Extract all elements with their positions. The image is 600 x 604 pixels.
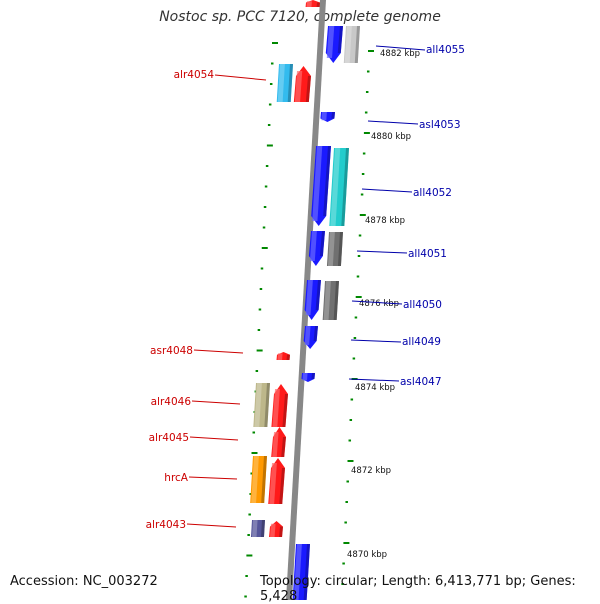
gene-label[interactable]: alr4054	[174, 69, 215, 81]
gene-label[interactable]: asl4053	[419, 119, 461, 131]
gene-label[interactable]: alr4046	[151, 396, 192, 408]
gene-next-reverse[interactable]	[292, 544, 310, 600]
accession-text: Accession: NC_003272	[10, 574, 158, 589]
gene-hrcA-homolog[interactable]	[250, 456, 267, 503]
gene-all4049[interactable]	[303, 326, 318, 349]
gene-label[interactable]: alr4043	[146, 519, 186, 531]
gene-label[interactable]: asl4047	[400, 376, 442, 388]
gene-all4051[interactable]	[308, 231, 325, 266]
gene-asl4047[interactable]	[301, 373, 315, 382]
gene-glyphs[interactable]	[250, 0, 360, 600]
gene-label[interactable]: all4050	[403, 299, 442, 311]
gene-alr4054[interactable]	[293, 66, 311, 102]
gene-all4052[interactable]	[311, 146, 331, 226]
kbp-label: 4878 kbp	[365, 216, 405, 226]
gene-all4051-homolog[interactable]	[326, 232, 343, 266]
gene-all4050-homolog[interactable]	[322, 281, 339, 320]
gene-alr4043[interactable]	[269, 521, 283, 537]
gene-top-partial[interactable]	[305, 0, 320, 8]
gene-label[interactable]: all4052	[413, 187, 452, 199]
gene-label[interactable]: all4049	[402, 336, 441, 348]
gene-all4055-homolog[interactable]	[343, 26, 360, 63]
gene-label[interactable]: hrcA	[164, 472, 189, 484]
kbp-label: 4870 kbp	[347, 550, 387, 560]
gene-alr4054-homolog[interactable]	[276, 64, 293, 102]
gene-all4055[interactable]	[325, 26, 343, 63]
kbp-label: 4876 kbp	[359, 299, 399, 309]
kbp-labels: 4882 kbp 4880 kbp 4878 kbp 4876 kbp 4874…	[347, 49, 420, 560]
gene-alr4043-homolog[interactable]	[250, 520, 265, 537]
gene-alr4046-homolog[interactable]	[253, 383, 270, 427]
map-title: Nostoc sp. PCC 7120, complete genome	[159, 9, 441, 25]
kbp-label: 4874 kbp	[355, 383, 395, 393]
gene-all4050[interactable]	[304, 280, 321, 320]
gene-hrcA[interactable]	[268, 458, 285, 504]
gene-label[interactable]: alr4045	[149, 432, 189, 444]
gene-label[interactable]: asr4048	[150, 345, 193, 357]
kbp-label: 4872 kbp	[351, 466, 391, 476]
scale-dots	[244, 42, 374, 598]
kbp-label: 4880 kbp	[371, 132, 411, 142]
gene-asl4053[interactable]	[320, 112, 335, 122]
gene-all4052-homolog[interactable]	[329, 148, 349, 226]
gene-label[interactable]: all4051	[408, 248, 447, 260]
reverse-gene-labels: all4055 asl4053 all4052 all4051 all4050 …	[348, 44, 465, 388]
gene-alr4045[interactable]	[271, 427, 286, 457]
kbp-label: 4882 kbp	[380, 49, 420, 59]
gene-label[interactable]: all4055	[426, 44, 465, 56]
forward-gene-labels: alr4054 asr4048 alr4046 alr4045 hrcA alr…	[146, 69, 267, 531]
gene-asr4048[interactable]	[276, 352, 290, 360]
gene-alr4046[interactable]	[271, 384, 288, 427]
